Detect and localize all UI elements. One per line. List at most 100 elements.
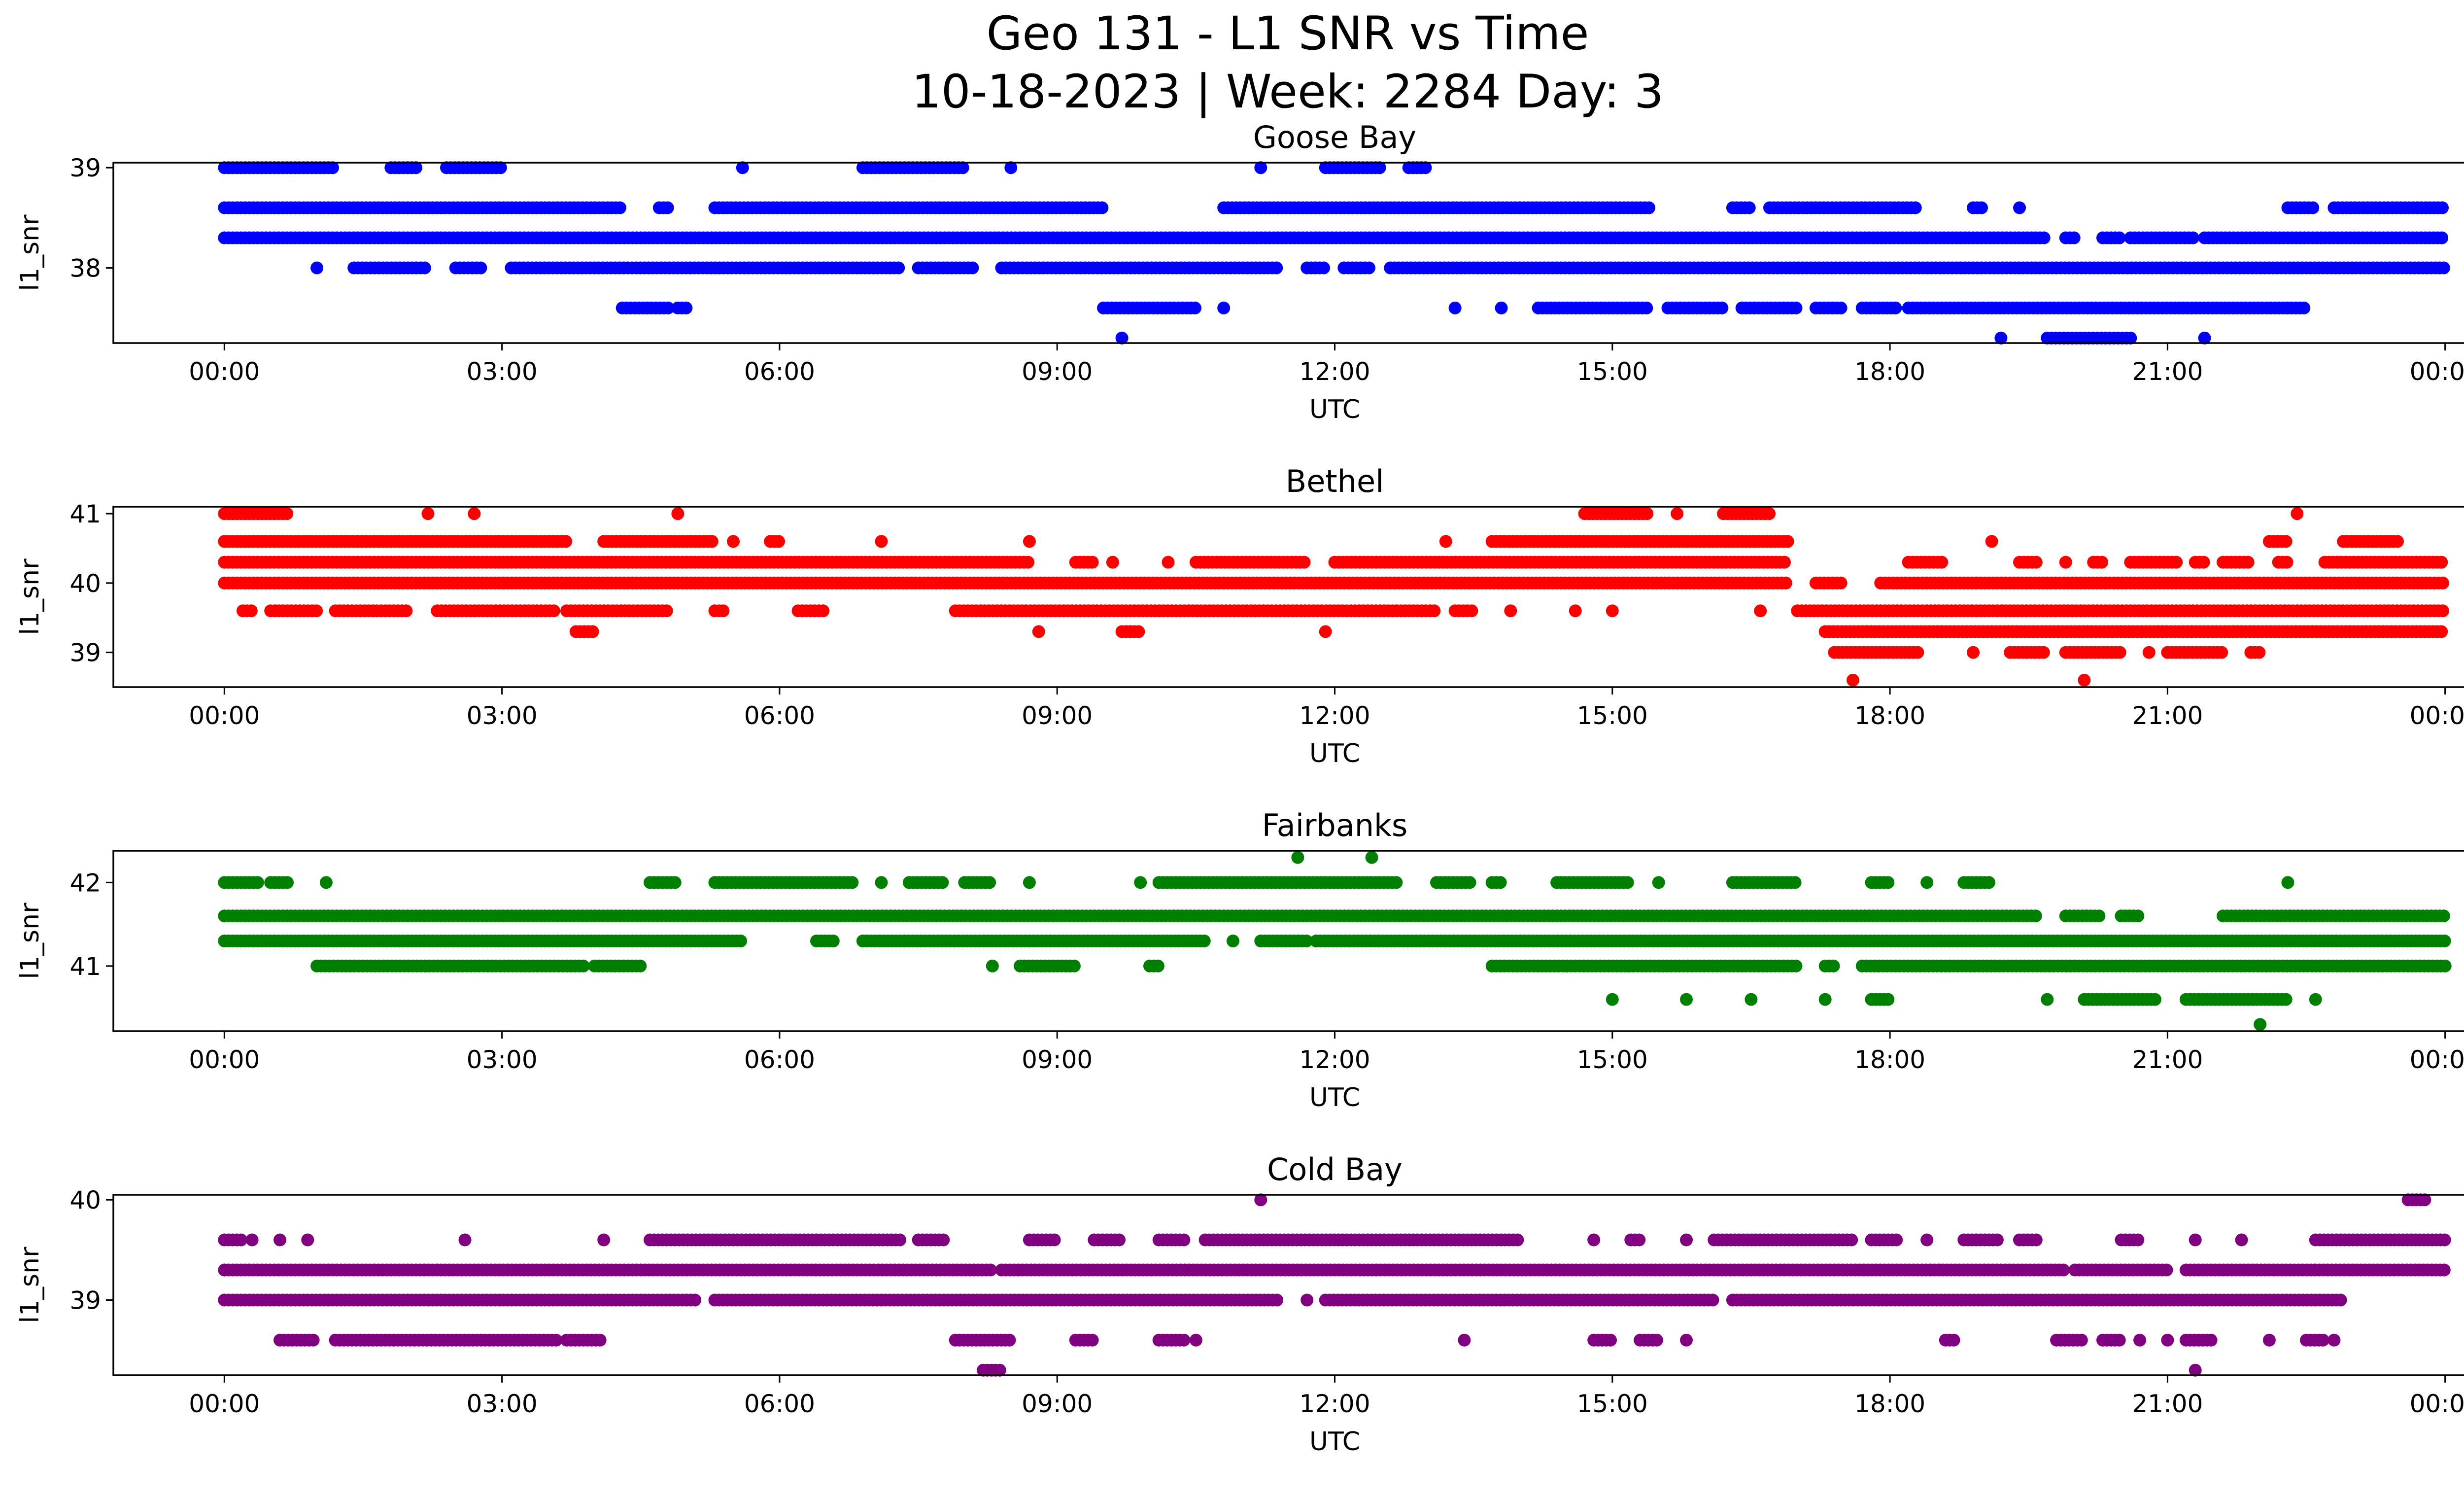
data-point	[2436, 201, 2449, 214]
data-point	[1754, 604, 1767, 618]
data-point	[2435, 231, 2449, 244]
data-point	[1317, 261, 1330, 275]
data-point	[1319, 625, 1332, 638]
x-axis-label: UTC	[1309, 395, 1360, 424]
data-point	[2197, 556, 2210, 569]
data-point	[310, 261, 324, 275]
data-point	[734, 935, 747, 947]
data-point	[2037, 231, 2051, 244]
subplot-title: Bethel	[1286, 463, 1384, 499]
data-point	[326, 161, 339, 174]
data-point	[1781, 535, 1794, 548]
x-tick-label: 03:00	[467, 357, 538, 386]
data-point	[2198, 331, 2211, 345]
data-point	[1390, 876, 1403, 889]
data-point	[280, 507, 294, 521]
data-point	[660, 604, 673, 618]
data-point	[2113, 646, 2126, 659]
x-tick-label: 12:00	[1299, 701, 1370, 730]
data-point	[661, 301, 675, 314]
x-tick-label: 03:00	[467, 701, 538, 730]
data-point	[1365, 851, 1378, 864]
data-point	[1983, 876, 1995, 889]
data-point	[1023, 876, 1036, 889]
data-point	[1834, 576, 1848, 590]
data-point	[1975, 201, 1988, 214]
x-tick-label: 06:00	[744, 701, 815, 730]
data-point	[846, 876, 859, 889]
data-point	[1641, 507, 1654, 521]
data-point	[892, 261, 905, 275]
data-point	[1715, 301, 1729, 314]
data-point	[1994, 331, 2008, 345]
data-point	[1463, 876, 1476, 889]
data-point	[1569, 604, 1582, 618]
data-point	[2092, 909, 2106, 923]
data-point	[1834, 301, 1848, 314]
x-tick-label: 09:00	[1022, 701, 1093, 730]
data-point	[875, 535, 888, 548]
data-point	[251, 876, 264, 889]
data-point	[705, 535, 719, 548]
data-point	[1217, 301, 1231, 314]
x-tick-label: 12:00	[1299, 357, 1370, 386]
series-points	[218, 161, 2450, 345]
data-point	[1847, 673, 1859, 687]
data-point	[586, 625, 599, 638]
series-points	[218, 507, 2449, 687]
x-tick-label: 18:00	[1854, 701, 1925, 730]
data-point	[2170, 556, 2183, 569]
data-point	[2438, 935, 2451, 947]
x-tick-label: 00:00	[2410, 701, 2464, 730]
data-point	[1920, 876, 1934, 889]
y-tick-label: 41	[69, 500, 101, 528]
data-point	[2436, 576, 2449, 590]
data-point	[2113, 231, 2126, 244]
y-tick-label: 39	[69, 639, 101, 667]
data-point	[2437, 261, 2450, 275]
plot-frame	[112, 506, 2464, 688]
data-point	[1004, 161, 1018, 174]
data-point	[1465, 604, 1478, 618]
data-point	[1671, 507, 1684, 521]
data-point	[2435, 625, 2448, 638]
data-point	[1227, 935, 1239, 947]
data-point	[2437, 909, 2450, 923]
y-axis-label: l1_snr	[15, 558, 45, 635]
data-point	[1788, 876, 1802, 889]
data-point	[1763, 507, 1776, 521]
data-point	[1985, 535, 1998, 548]
data-point	[1495, 301, 1508, 314]
data-point	[1743, 201, 1756, 214]
data-point	[1882, 876, 1895, 889]
data-point	[547, 604, 560, 618]
data-point	[1779, 576, 1792, 590]
data-point	[2297, 301, 2311, 314]
x-tick-label: 06:00	[744, 357, 815, 386]
data-point	[2436, 604, 2449, 618]
data-point	[1254, 161, 1267, 174]
data-point	[494, 161, 507, 174]
data-point	[671, 507, 684, 521]
data-point	[772, 535, 785, 548]
data-point	[956, 161, 969, 174]
y-tick-label: 39	[69, 154, 101, 182]
subplot-title: Goose Bay	[1253, 119, 1416, 155]
data-point	[577, 959, 590, 973]
y-axis-label: l1_snr	[15, 214, 45, 291]
data-point	[1023, 535, 1036, 548]
data-point	[1363, 261, 1375, 275]
data-point	[680, 301, 693, 314]
data-point	[717, 604, 730, 618]
data-point	[936, 876, 949, 889]
data-point	[2253, 646, 2266, 659]
data-point	[2078, 673, 2091, 687]
data-point	[2059, 556, 2072, 569]
data-point	[1778, 556, 1791, 569]
data-point	[1643, 201, 1655, 214]
x-tick-label: 00:00	[189, 701, 260, 730]
